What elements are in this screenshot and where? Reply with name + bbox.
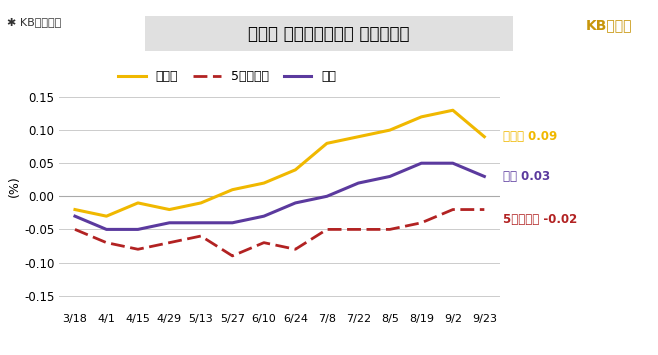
5개광역시 [449, 207, 457, 212]
Text: 수도권 0.09: 수도권 0.09 [503, 130, 557, 143]
수도권 [291, 168, 299, 172]
5개광역시 [480, 207, 488, 212]
Line: 5개광역시: 5개광역시 [75, 209, 484, 256]
전국 [71, 214, 79, 218]
수도권 [134, 201, 142, 205]
5개광역시 [197, 234, 205, 238]
5개광역시 [260, 241, 268, 245]
수도권 [417, 115, 425, 119]
Y-axis label: (%): (%) [8, 175, 21, 197]
수도권 [228, 187, 236, 192]
Text: 5개광역시 -0.02: 5개광역시 -0.02 [503, 213, 578, 226]
전국 [386, 174, 393, 179]
수도권 [449, 108, 457, 113]
전국 [355, 181, 363, 185]
수도권 [480, 135, 488, 139]
수도권 [260, 181, 268, 185]
Line: 전국: 전국 [75, 163, 484, 229]
수도권 [71, 207, 79, 212]
전국 [166, 221, 174, 225]
Line: 수도권: 수도권 [75, 110, 484, 216]
Legend: 수도권, 5개광역시, 전국: 수도권, 5개광역시, 전국 [118, 70, 336, 83]
전국 [228, 221, 236, 225]
Text: 전국 0.03: 전국 0.03 [503, 170, 550, 183]
5개광역시 [71, 227, 79, 231]
5개광역시 [417, 221, 425, 225]
수도권 [355, 135, 363, 139]
5개광역시 [103, 241, 111, 245]
Text: ✱ KB국민은행: ✱ KB국민은행 [7, 18, 61, 28]
수도권 [197, 201, 205, 205]
5개광역시 [291, 247, 299, 251]
전국 [134, 227, 142, 231]
5개광역시 [166, 241, 174, 245]
수도권 [103, 214, 111, 218]
전국 [103, 227, 111, 231]
전국 [260, 214, 268, 218]
5개광역시 [355, 227, 363, 231]
전국 [291, 201, 299, 205]
전국 [323, 194, 331, 198]
전국 [197, 221, 205, 225]
전국 [417, 161, 425, 165]
5개광역시 [323, 227, 331, 231]
수도권 [166, 207, 174, 212]
Text: 지역별 아파트매매가격 주간변동률: 지역별 아파트매매가격 주간변동률 [248, 25, 410, 43]
5개광역시 [134, 247, 142, 251]
Text: KB부동산: KB부동산 [586, 18, 632, 32]
수도권 [386, 128, 393, 132]
수도권 [323, 141, 331, 146]
5개광역시 [386, 227, 393, 231]
전국 [449, 161, 457, 165]
전국 [480, 174, 488, 179]
5개광역시 [228, 254, 236, 258]
